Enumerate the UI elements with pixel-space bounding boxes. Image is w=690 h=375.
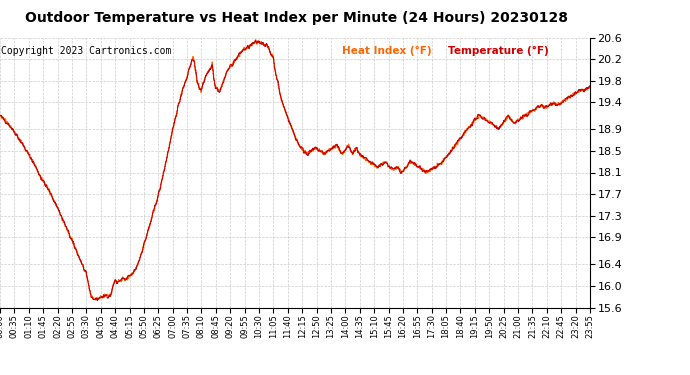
- Heat Index (°F): [113, 281, 121, 285]
- Temperature (°F): [251, 38, 259, 42]
- Heat Index (°F): [464, 124, 473, 129]
- Temperature (°F): [517, 115, 525, 119]
- Heat Index (°F): [517, 117, 525, 122]
- Text: Heat Index (°F): Heat Index (°F): [342, 46, 432, 56]
- Line: Heat Index (°F): Heat Index (°F): [0, 41, 590, 300]
- Text: Copyright 2023 Cartronics.com: Copyright 2023 Cartronics.com: [1, 46, 172, 56]
- Temperature (°F): [93, 298, 101, 303]
- Temperature (°F): [193, 81, 201, 86]
- Heat Index (°F): [253, 39, 262, 43]
- Temperature (°F): [0, 113, 4, 118]
- Heat Index (°F): [193, 81, 201, 86]
- Temperature (°F): [586, 84, 594, 88]
- Heat Index (°F): [586, 85, 594, 90]
- Heat Index (°F): [0, 113, 4, 117]
- Text: Temperature (°F): Temperature (°F): [448, 46, 549, 56]
- Heat Index (°F): [387, 167, 395, 172]
- Heat Index (°F): [128, 272, 136, 276]
- Text: Outdoor Temperature vs Heat Index per Minute (24 Hours) 20230128: Outdoor Temperature vs Heat Index per Mi…: [26, 11, 568, 25]
- Line: Temperature (°F): Temperature (°F): [0, 40, 590, 300]
- Temperature (°F): [113, 281, 121, 286]
- Temperature (°F): [464, 126, 473, 130]
- Temperature (°F): [128, 272, 136, 277]
- Heat Index (°F): [91, 298, 99, 302]
- Temperature (°F): [387, 165, 395, 170]
